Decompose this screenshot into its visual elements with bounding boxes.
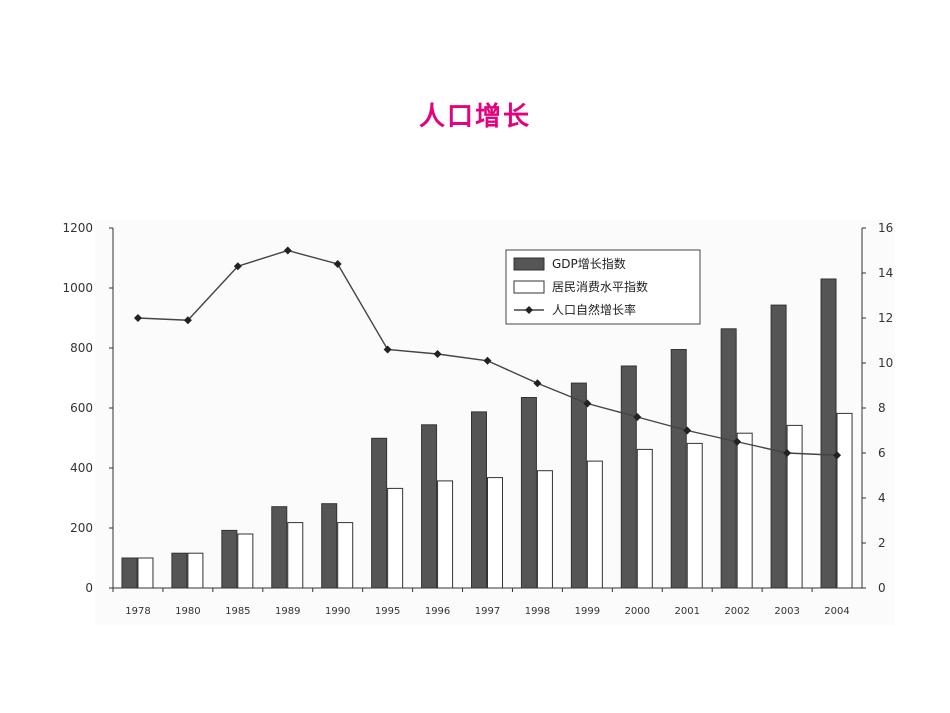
x-tick-label-2002: 2002 [724,606,749,617]
bar-consumption-2002 [736,432,753,589]
x-tick-label-1980: 1980 [175,606,200,617]
bar-gdp-1998 [520,397,537,589]
line-marker-1989 [283,246,292,255]
right-tick-label-14: 14 [878,266,893,280]
bar-consumption-1999 [586,460,603,589]
line-marker-1996 [433,350,442,358]
bar-gdp-1995 [371,437,388,589]
line-marker-2001 [683,426,692,435]
left-tick-label-200: 200 [70,521,93,535]
x-tick-label-1998: 1998 [525,606,550,617]
x-tick-label-1997: 1997 [475,606,500,617]
right-tick-label-4: 4 [878,491,886,505]
x-tick-label-2003: 2003 [774,606,799,617]
bar-gdp-1989 [271,506,288,589]
bar-gdp-1996 [421,424,438,589]
line-marker-1995 [383,345,392,354]
legend-label-0: GDP增长指数 [552,256,626,271]
line-marker-1999 [583,399,592,408]
bar-consumption-1980 [187,552,204,589]
line-marker-2002 [733,437,742,446]
right-tick-label-2: 2 [878,536,886,550]
x-tick-label-2001: 2001 [675,606,700,617]
page-title: 人口增长 [418,102,531,132]
bar-consumption-1997 [487,477,503,589]
bar-gdp-2001 [670,349,687,589]
bar-consumption-1978 [137,557,154,589]
x-tick-label-1990: 1990 [325,606,350,617]
right-tick-label-8: 8 [878,401,886,415]
line-marker-2000 [633,413,642,421]
bar-gdp-2002 [720,328,737,589]
x-tick-label-1996: 1996 [425,606,450,617]
legend-swatch-gdp [513,257,545,271]
x-tick-label-1999: 1999 [575,606,600,617]
bar-consumption-1989 [287,522,304,589]
legend-swatch-marker [525,306,533,314]
right-tick-label-0: 0 [878,581,886,595]
bar-consumption-1998 [536,470,553,589]
right-tick-label-10: 10 [878,356,893,370]
legend-swatch-consumption [513,280,545,294]
left-tick-label-800: 800 [70,341,93,355]
legend-label-2: 人口自然增长率 [552,302,636,317]
line-marker-2003 [783,449,792,457]
left-tick-label-600: 600 [70,401,93,415]
x-tick-label-1985: 1985 [225,606,250,617]
right-tick-label-16: 16 [878,221,893,235]
bar-consumption-1995 [387,487,404,589]
line-marker-1985 [233,262,242,271]
bar-gdp-1985 [221,529,238,589]
bar-gdp-1980 [171,552,188,589]
bar-gdp-1978 [121,557,138,589]
x-tick-label-2000: 2000 [625,606,650,617]
x-tick-label-1995: 1995 [375,606,400,617]
bar-consumption-2001 [686,442,703,589]
x-tick-label-2004: 2004 [824,606,849,617]
legend-label-1: 居民消费水平指数 [552,279,648,294]
bar-gdp-2003 [770,304,787,589]
bar-gdp-2000 [620,365,637,589]
left-tick-label-1200: 1200 [62,221,93,235]
left-tick-label-1000: 1000 [62,281,93,295]
bar-consumption-1990 [337,522,354,589]
bar-consumption-2004 [836,412,853,589]
line-marker-1978 [133,314,142,322]
bar-consumption-1996 [437,480,454,589]
line-marker-2004 [833,451,842,460]
line-marker-1980 [183,316,192,325]
bar-gdp-1997 [471,411,487,589]
x-tick-label-1989: 1989 [275,606,300,617]
right-tick-label-12: 12 [878,311,893,325]
bar-gdp-1999 [570,382,587,589]
right-tick-label-6: 6 [878,446,886,460]
left-tick-label-0: 0 [85,581,93,595]
bar-layer [121,278,853,589]
bar-gdp-2004 [820,278,837,589]
left-tick-label-400: 400 [70,461,93,475]
line-layer [133,246,842,460]
line-marker-1997 [483,356,492,365]
line-marker-1998 [533,379,542,388]
bar-consumption-2003 [786,424,803,589]
bar-gdp-1990 [321,503,338,589]
x-tick-label-1978: 1978 [125,606,150,617]
bar-consumption-1985 [237,533,254,589]
axes-layer: 0 200 400 600 800 1000 1200 0 2 4 6 8 10 12 14 16 1978 19… [62,221,893,617]
line-marker-1990 [333,260,342,268]
bar-consumption-2000 [636,448,653,589]
